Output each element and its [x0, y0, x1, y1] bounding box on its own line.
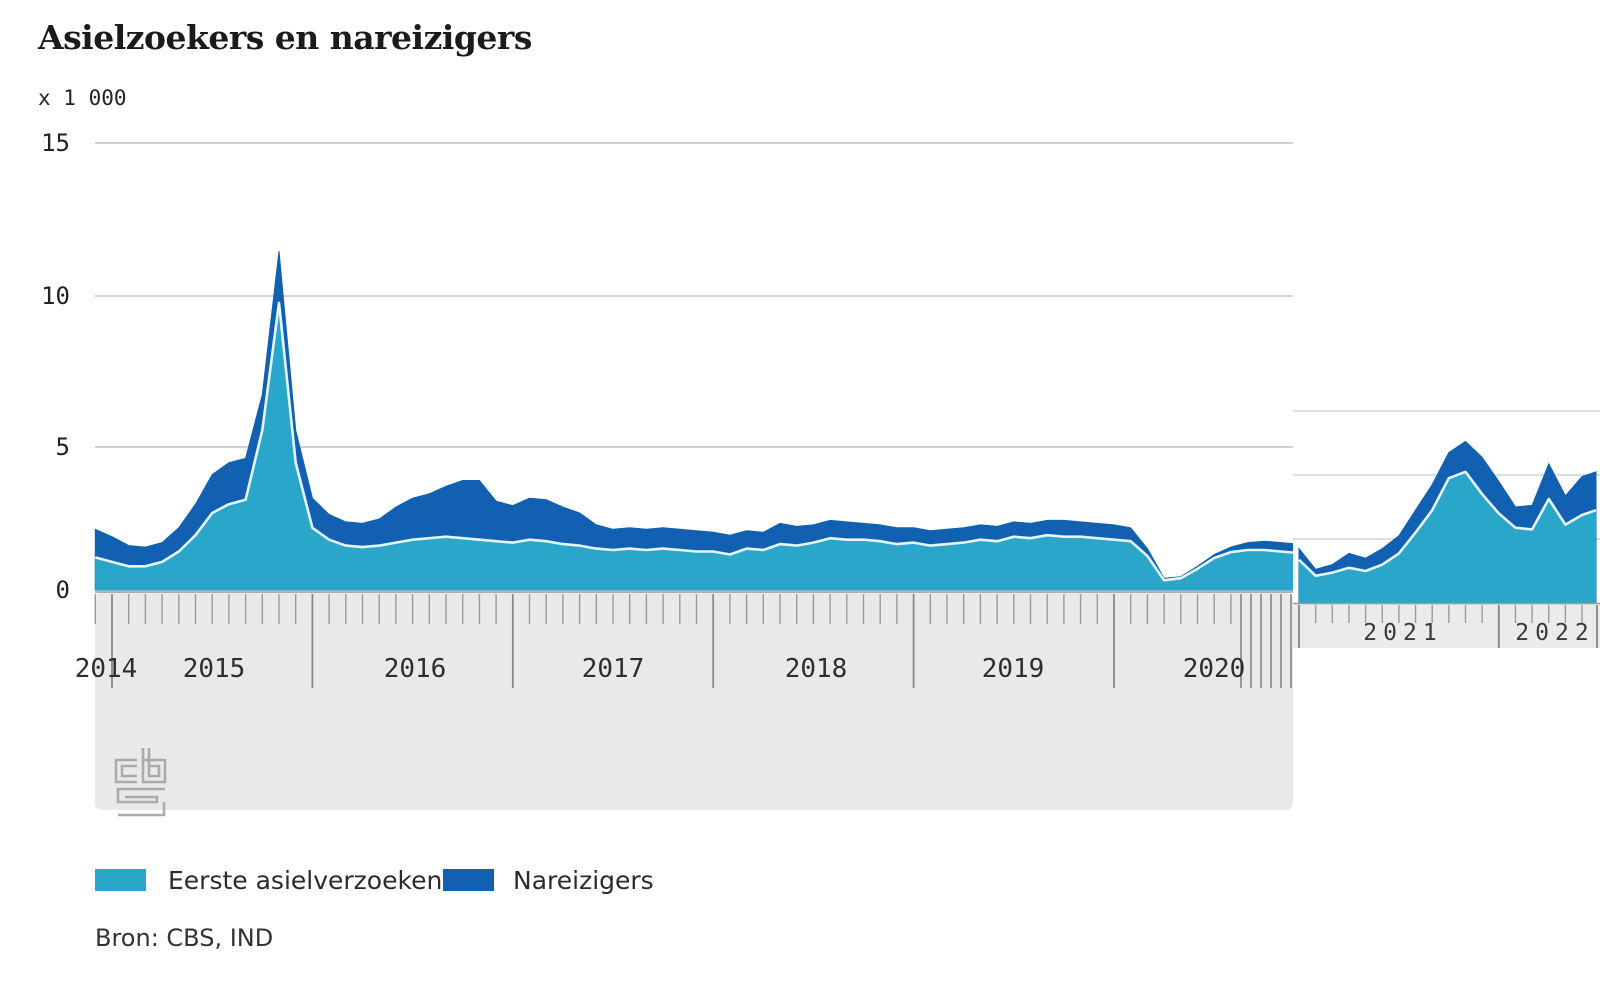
x-tick-2021: 2021 [1363, 620, 1443, 646]
x-tick-2015: 2015 [182, 654, 246, 684]
x-tick-2016: 2016 [383, 654, 447, 684]
x-tick-2019: 2019 [981, 654, 1045, 684]
legend-label-nareizigers: Nareizigers [513, 866, 654, 895]
cbs-logo-icon [114, 748, 167, 817]
main-axis-panel [95, 592, 1293, 810]
y-tick-10: 10 [41, 282, 70, 310]
x-tick-2014: 2014 [74, 654, 138, 684]
overlay-area-series [1298, 440, 1597, 604]
source-note: Bron: CBS, IND [95, 924, 274, 952]
overlay-axis-ticks [1293, 602, 1600, 648]
y-tick-0: 0 [55, 576, 70, 604]
y-tick-5: 5 [55, 433, 70, 461]
x-tick-2020: 2020 [1182, 654, 1246, 684]
x-tick-2017: 2017 [581, 654, 645, 684]
legend-swatch-nareizigers [443, 869, 494, 891]
y-axis-unit-label: x 1 000 [38, 86, 127, 110]
overlay-chart [1293, 0, 1600, 650]
main-area-series [94, 251, 1293, 591]
main-chart [94, 142, 1293, 817]
page-title: Asielzoekers en nareizigers [38, 18, 532, 57]
x-tick-2018: 2018 [784, 654, 848, 684]
y-tick-15: 15 [41, 129, 70, 157]
main-axis-ticks [94, 591, 1293, 688]
legend-swatch-eerste [95, 869, 146, 891]
legend-label-eerste: Eerste asielverzoeken [168, 866, 443, 895]
x-tick-2022: 2022 [1515, 620, 1595, 646]
